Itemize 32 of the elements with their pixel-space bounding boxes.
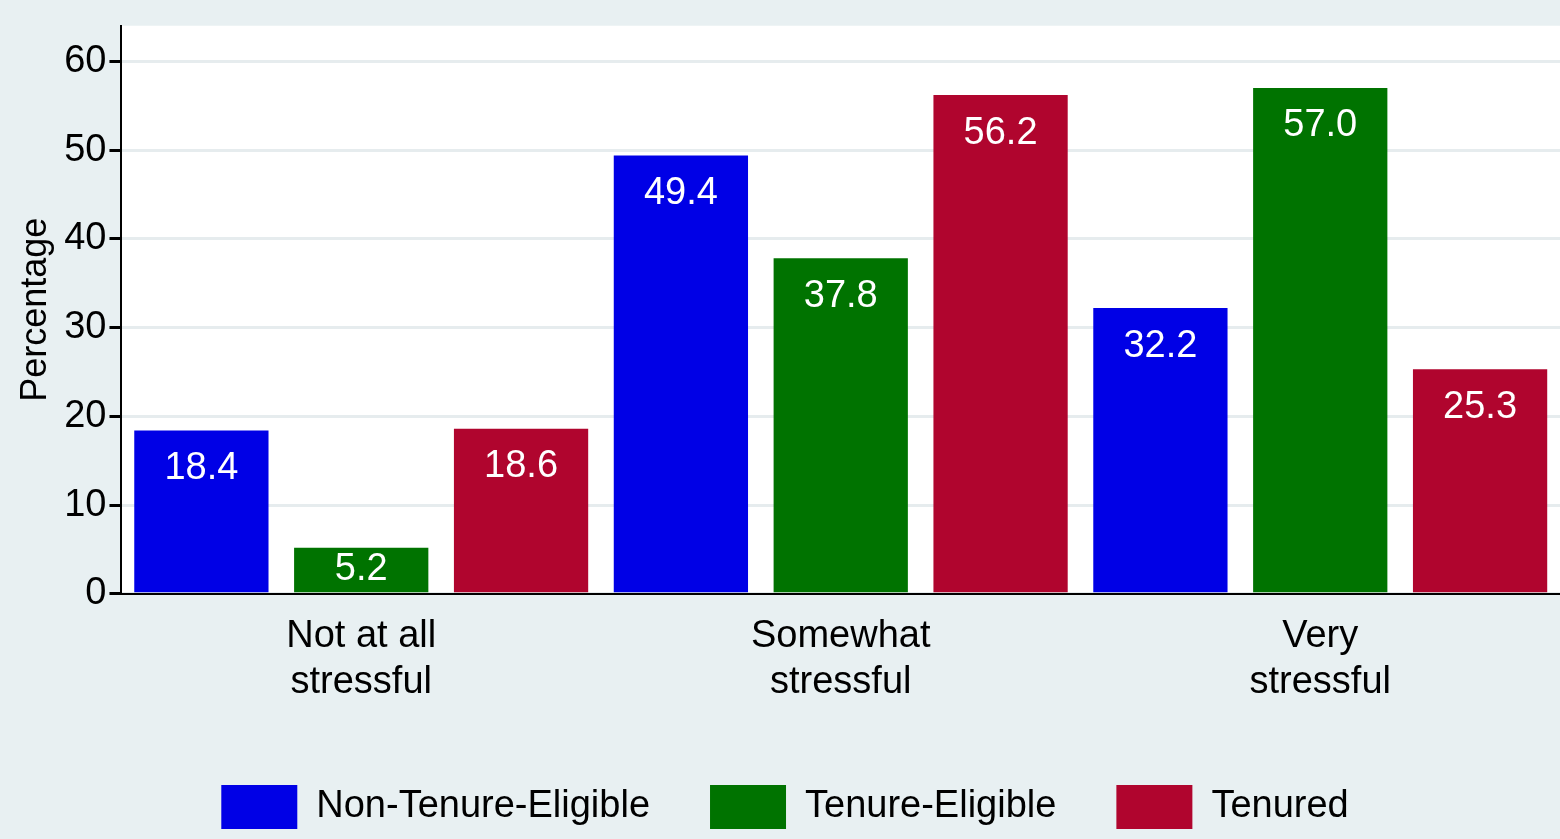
text: 49.4 — [643, 169, 718, 212]
x-tick-label: Very stressful — [1249, 613, 1391, 701]
x-tick-label: Not at all stressful — [286, 613, 437, 701]
legend-label: Tenured — [1211, 783, 1349, 826]
bar — [453, 428, 589, 593]
text: 32.2 — [1123, 322, 1198, 365]
legend-label: Non-Tenure-Eligible — [316, 783, 651, 826]
bar — [933, 95, 1068, 593]
bar — [773, 258, 908, 593]
bar — [1253, 87, 1388, 593]
y-tick-label: 30 — [64, 304, 107, 347]
bar — [294, 547, 429, 593]
text: 18.4 — [164, 444, 239, 487]
y-axis-title: Percentage — [12, 217, 54, 402]
text: 57.0 — [1283, 102, 1358, 145]
text: 25.3 — [1443, 383, 1518, 426]
bar — [613, 155, 749, 593]
y-tick-label: 0 — [85, 570, 107, 613]
x-tick-label: Somewhat stressful — [750, 613, 931, 701]
text: 18.6 — [484, 443, 559, 486]
text: 5.2 — [334, 546, 388, 589]
bar — [1093, 308, 1228, 593]
bar — [1412, 369, 1548, 593]
y-tick-label: 50 — [64, 126, 107, 169]
y-tick-label: 40 — [64, 215, 107, 258]
y-tick-label: 20 — [64, 392, 107, 435]
y-tick-label: 10 — [64, 481, 107, 524]
legend-label: Tenure-Eligible — [805, 783, 1057, 826]
text: 37.8 — [803, 272, 878, 315]
y-tick-label: 60 — [64, 37, 107, 80]
text: 56.2 — [963, 109, 1038, 152]
bar — [134, 430, 269, 593]
